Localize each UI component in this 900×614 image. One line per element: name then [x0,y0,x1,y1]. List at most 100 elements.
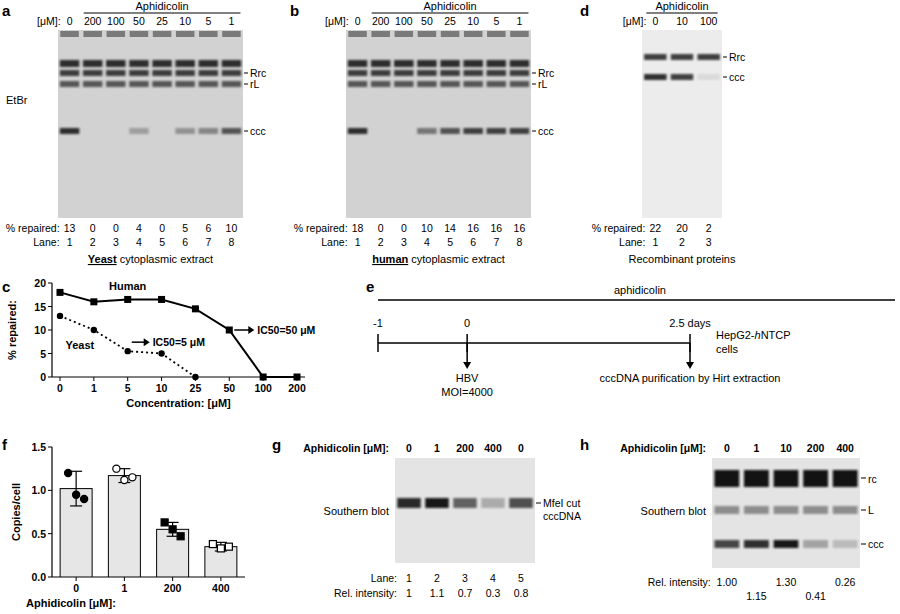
intensity-value: 1.00 [717,576,738,588]
annotation-arrow [234,329,250,331]
conc-value: 5 [205,15,211,27]
band [83,70,102,76]
band [60,70,79,76]
replicate-point [225,543,232,550]
y-tick-label: 10 [34,324,46,336]
y-tick-label: 0.5 [31,528,46,540]
x-tick-label: 0 [57,382,63,394]
x-tick [220,577,221,581]
conc-value: 100 [395,15,413,27]
time-tick [377,334,379,352]
ccc-band [199,128,218,134]
repaired-value: 0 [159,222,165,234]
lane-number: 3 [113,236,119,248]
band [394,70,413,76]
ccc-band [697,74,719,80]
lane-number: 8 [517,236,523,248]
lane-number: 5 [447,236,453,248]
band [152,60,171,67]
caption-part: Recombinant proteins [628,253,736,265]
well [130,31,149,37]
panel-letter: d [580,2,589,19]
lane-number: 4 [490,572,496,584]
band [510,81,529,87]
x-tick [124,577,125,581]
ccc-band [487,128,506,134]
band [714,470,739,487]
repaired-value: 0 [113,222,119,234]
repaired-value: 10 [226,222,238,234]
x-tick-label: 200 [164,582,182,594]
error-stem [76,471,77,506]
intensity-value: 0.3 [486,587,501,599]
band [152,81,171,87]
band [671,54,693,60]
lane-number: 1 [652,236,658,248]
x-tick [60,377,61,381]
x-tick-label: 400 [212,582,230,594]
target-band [833,540,858,548]
repaired-value: 18 [352,222,364,234]
y-tick-label: 20 [34,277,46,289]
band [417,81,436,87]
band [348,81,367,87]
band-tick [244,131,248,132]
conc-value: 100 [107,15,125,27]
intensity-value: 0.26 [835,576,856,588]
band [106,70,125,76]
lane-number: 3 [401,236,407,248]
conc-value: 400 [484,442,502,454]
band-label: ccc [729,71,745,83]
band [129,60,148,67]
page: figure html,body{margin:0;padding:0;back… [0,0,900,614]
band [60,60,79,67]
y-tick [48,490,52,491]
well [199,31,218,37]
conc-label: [μM]: [325,15,349,27]
conc-value: 0 [652,15,658,27]
band-label: rc [868,473,877,485]
band-label: Rrc [729,51,745,63]
annotation: IC50=50 μM [257,324,315,336]
band [463,70,482,76]
band [199,60,218,67]
conc-label: Aphidicolin [μM]: [303,442,389,454]
header: Aphidicolin [423,0,476,12]
marker [91,327,97,333]
band [175,60,194,67]
caption-part: human [372,253,408,265]
conc-value: 1 [517,15,523,27]
band-tick [244,73,248,74]
repaired-value: 5 [182,222,188,234]
conc-value: 0 [518,442,524,454]
panel-letter: b [290,2,299,19]
row-label: Rel. intensity: [648,576,711,588]
cells-label: cells [716,343,739,355]
gel [346,30,531,218]
figure: aAphidicolin[μM]:020010050251051RrcrLccc… [0,0,900,614]
y-tick [48,330,52,331]
x-tick [76,577,77,581]
panel-e: eaphidicolin-102.5 daysHBVMOI=4000cccDNA… [366,278,895,398]
annotation-arrow [132,341,146,343]
panel-g: gAphidicolin [μM]:012004000Southern blot… [272,436,581,599]
well [487,31,506,37]
band-tick [723,57,727,58]
header-rule [372,13,529,14]
lane-number: 2 [90,236,96,248]
band-label: ccc [538,125,554,137]
y-tick [48,377,52,378]
x-tick-label: 25 [190,382,202,394]
band [714,506,739,514]
error-cap [70,505,82,506]
conc-value: 1 [753,442,759,454]
band [129,70,148,76]
marker [158,350,164,356]
lane-number: 5 [159,236,165,248]
intensity-value: 1 [406,587,412,599]
ccc-band [510,128,529,134]
band [175,81,194,87]
band [371,70,390,76]
well [441,31,460,37]
target-band [425,498,449,508]
